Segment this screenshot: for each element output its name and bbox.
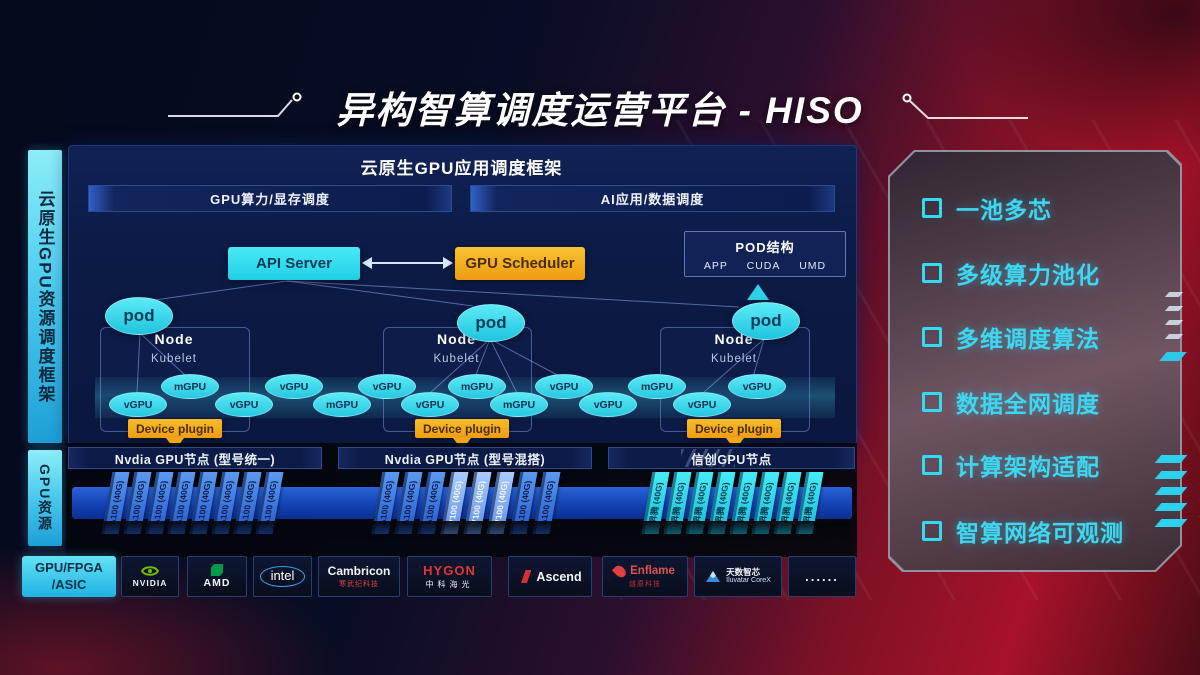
feature-panel: 一池多芯 多级算力池化 多维调度算法 数据全网调度 计算架构适配 智算网络可观测 <box>888 150 1182 572</box>
gpu-ellipse: vGPU <box>401 392 459 417</box>
gpu-group-header-3-label: 信创GPU节点 <box>691 449 772 468</box>
vendor-nvidia: NVIDIA <box>121 556 179 597</box>
kubelet-3-label: Kubelet <box>710 353 757 365</box>
feature-item: 多级算力池化 <box>922 258 1100 288</box>
device-plugin-3: Device plugin <box>687 419 781 438</box>
nvidia-eye-icon <box>140 566 160 576</box>
pod-structure-title: POD结构 <box>735 240 795 255</box>
pod-structure-box: POD结构 APP CUDA UMD <box>684 231 846 277</box>
pod-item-cuda: CUDA <box>746 260 781 272</box>
gpu-group-header-1-label: Nvdia GPU节点 (型号统一) <box>114 452 276 467</box>
checkbox-bullet-icon <box>922 392 942 412</box>
ai-data-scheduling-bar: AI应用/数据调度 <box>470 185 835 212</box>
pod-ellipse-2: pod <box>457 304 525 342</box>
compute-scheduling-label: GPU算力/显存调度 <box>210 192 330 207</box>
vendor-enflame: Enflame 燧原科技 <box>602 556 688 597</box>
page-title: 异构智算调度运营平台 - HISO <box>336 90 864 131</box>
gpu-ellipse: mGPU <box>161 374 219 399</box>
pod-ellipse-3: pod <box>732 302 800 340</box>
kubelet-2-label: Kubelet <box>433 353 480 365</box>
checkbox-bullet-icon <box>922 198 942 218</box>
flame-icon <box>611 562 629 580</box>
feature-item: 数据全网调度 <box>922 387 1100 417</box>
amd-square-icon <box>211 564 223 576</box>
gpu-ellipse: vGPU <box>265 374 323 399</box>
vendor-hygon: HYGON 中科海光 <box>407 556 492 597</box>
gpu-ellipse: vGPU <box>215 392 273 417</box>
gpu-ellipse: mGPU <box>490 392 548 417</box>
gpu-ellipse: vGPU <box>358 374 416 399</box>
device-plugin-2: Device plugin <box>415 419 509 438</box>
gpu-scheduler-box: GPU Scheduler <box>455 247 585 280</box>
chip-types-line2: /ASIC <box>51 576 87 592</box>
kubelet-1-label: Kubelet <box>150 353 197 365</box>
checkbox-bullet-icon <box>922 455 942 475</box>
feature-panel-inner <box>890 152 1180 570</box>
gpu-group-header-2-label: Nvdia GPU节点 (型号混搭) <box>384 452 546 467</box>
sidebar-gpu-resource-label: GPU资源 <box>37 463 53 533</box>
chip-types-box: GPU/FPGA /ASIC <box>22 556 116 597</box>
vendor-intel: intel <box>253 556 312 597</box>
gpu-ellipse: vGPU <box>109 392 167 417</box>
gpu-ellipse: mGPU <box>628 374 686 399</box>
hatch-stripes-icon <box>681 449 735 467</box>
chip-types-line1: GPU/FPGA <box>35 560 103 576</box>
edge-stripe-icon <box>1154 471 1188 479</box>
feature-item: 一池多芯 <box>922 193 1052 223</box>
feature-item: 多维调度算法 <box>922 322 1100 352</box>
mountain-icon <box>706 570 721 582</box>
api-server-box: API Server <box>228 247 360 280</box>
card-shelf-shadow <box>78 521 850 551</box>
sidebar-gpu-resource-bar: GPU资源 <box>28 450 62 546</box>
edge-stripe-icon <box>1154 455 1188 463</box>
sidebar-scheduler-framework-bar: 云原生GPU资源调度框架 <box>28 150 62 443</box>
vendor-iluvatar: 天数智芯 Iluvatar CoreX <box>694 556 782 597</box>
vendor-amd: AMD <box>187 556 247 597</box>
edge-stripe-icon <box>1154 503 1188 511</box>
gpu-group-header-2: Nvdia GPU节点 (型号混搭) <box>338 447 592 469</box>
framework-title: 云原生GPU应用调度框架 <box>360 159 563 178</box>
gpu-ellipse: vGPU <box>728 374 786 399</box>
checkbox-bullet-icon <box>922 521 942 541</box>
pod-ellipse-1: pod <box>105 297 173 335</box>
vendor-cambricon: Cambricon 寒武纪科技 <box>318 556 400 597</box>
feature-item: 智算网络可观测 <box>922 516 1124 546</box>
gpu-ellipse: mGPU <box>448 374 506 399</box>
ascend-mark-icon <box>521 570 532 583</box>
compute-scheduling-bar: GPU算力/显存调度 <box>88 185 452 212</box>
device-plugin-1: Device plugin <box>128 419 222 438</box>
checkbox-bullet-icon <box>922 263 942 283</box>
node-1-label: Node <box>154 331 194 347</box>
pod-item-umd: UMD <box>799 260 827 272</box>
vendor-ascend: Ascend <box>508 556 592 597</box>
checkbox-bullet-icon <box>922 327 942 347</box>
intel-oval-icon: intel <box>259 566 306 587</box>
edge-stripe-icon <box>1154 487 1188 495</box>
gpu-ellipse: vGPU <box>535 374 593 399</box>
vendor-more: ...... <box>788 556 856 597</box>
ai-data-scheduling-label: AI应用/数据调度 <box>600 192 705 207</box>
feature-item: 计算架构适配 <box>922 450 1100 480</box>
gpu-group-header-1: Nvdia GPU节点 (型号统一) <box>68 447 322 469</box>
pod-structure-items: APP CUDA UMD <box>685 260 845 272</box>
gpu-ellipse: vGPU <box>579 392 637 417</box>
edge-stripe-icon <box>1154 519 1188 527</box>
gpu-ellipse: mGPU <box>313 392 371 417</box>
gpu-ellipse: vGPU <box>673 392 731 417</box>
pod-item-app: APP <box>703 260 728 272</box>
sidebar-scheduler-label: 云原生GPU资源调度框架 <box>35 189 55 404</box>
gpu-group-header-3: 信创GPU节点 <box>608 447 855 469</box>
